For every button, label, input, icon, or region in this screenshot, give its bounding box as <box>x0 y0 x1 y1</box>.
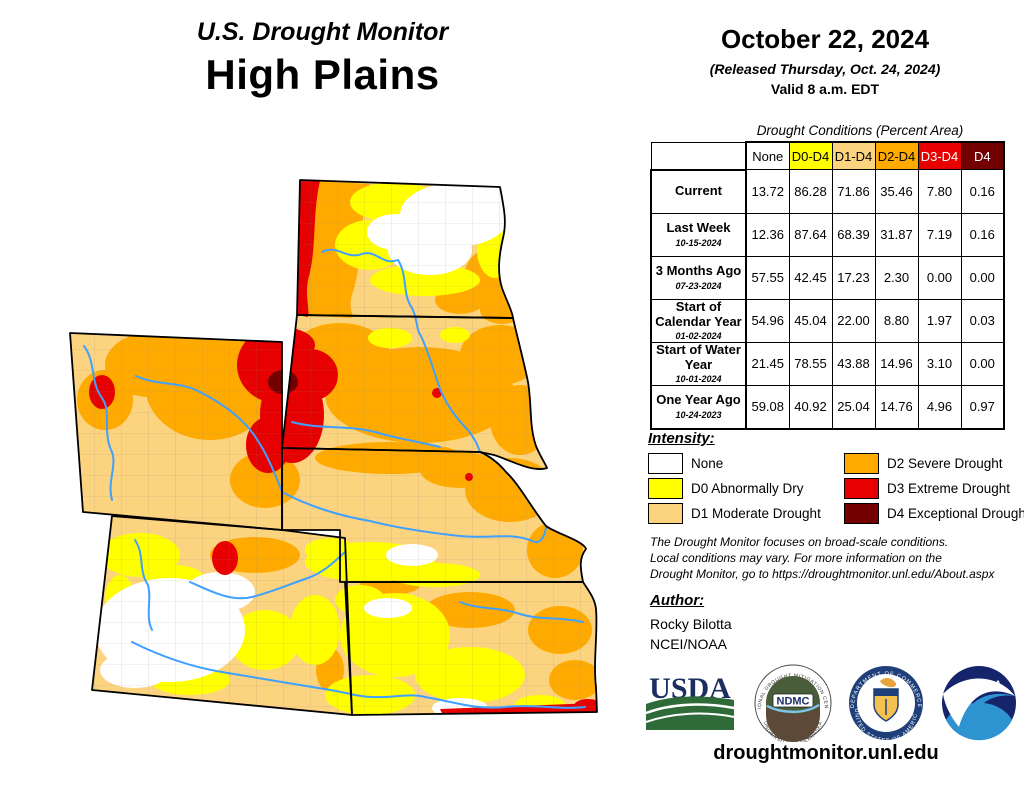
cell-sowy-d0: 78.55 <box>788 341 833 386</box>
drought-conditions-table: None D0-D4 D1-D4 D2-D4 D3-D4 D4 Current … <box>650 141 1005 430</box>
cell-socy-none: 54.96 <box>745 298 790 343</box>
valid-time: Valid 8 a.m. EDT <box>770 81 880 97</box>
col-header-none: None <box>745 141 790 170</box>
cell-sowy-none: 21.45 <box>745 341 790 386</box>
disclaimer-line-1: The Drought Monitor focuses on broad-sca… <box>650 535 949 549</box>
cell-sowy-d4: 0.00 <box>960 341 1005 386</box>
table-header-row: None D0-D4 D1-D4 D2-D4 D3-D4 D4 <box>650 141 1005 170</box>
cell-sowy-d3: 3.10 <box>917 341 962 386</box>
footer-url: droughtmonitor.unl.edu <box>713 742 939 764</box>
cell-3mo-d2: 2.30 <box>874 255 919 300</box>
cell-socy-d1: 22.00 <box>831 298 876 343</box>
cell-lastweek-d2: 31.87 <box>874 212 919 257</box>
col-header-d3-d4: D3-D4 <box>917 141 962 170</box>
d2-swatch <box>844 453 879 474</box>
date-block: October 22, 2024 (Released Thursday, Oct… <box>640 24 1010 97</box>
disclaimer-line-3: Drought Monitor, go to https://droughtmo… <box>650 567 995 581</box>
cell-lastweek-d4: 0.16 <box>960 212 1005 257</box>
report-title-region: High Plains <box>205 51 440 98</box>
drought-map-svg <box>69 179 598 716</box>
cell-lastweek-d1: 68.39 <box>831 212 876 257</box>
author-name: Rocky Bilotta <box>650 616 732 632</box>
cell-3mo-d1: 17.23 <box>831 255 876 300</box>
noaa-logo-icon: NOAA <box>942 666 1016 741</box>
legend-item-d2: D2 Severe Drought <box>844 453 1003 474</box>
row-label-current: Current <box>650 168 747 214</box>
d4-swatch <box>844 503 879 524</box>
d3-swatch <box>844 478 879 499</box>
cell-socy-d3: 1.97 <box>917 298 962 343</box>
disclaimer-line-2: Local conditions may vary. For more info… <box>650 551 942 565</box>
cell-3mo-d4: 0.00 <box>960 255 1005 300</box>
cell-socy-d2: 8.80 <box>874 298 919 343</box>
legend-item-d4: D4 Exceptional Drought <box>844 503 1024 524</box>
drought-fill-layers <box>70 180 597 715</box>
svg-text:NOAA: NOAA <box>975 679 1002 689</box>
author-heading: Author: <box>650 592 705 609</box>
table-row-current: Current 13.72 86.28 71.86 35.46 7.80 0.1… <box>650 168 1005 214</box>
table-row-start-calendar-year: Start of Calendar Year 01-02-2024 54.96 … <box>650 298 1005 343</box>
table-row-last-week: Last Week 10-15-2024 12.36 87.64 68.39 3… <box>650 212 1005 257</box>
row-label-3-months-ago: 3 Months Ago 07-23-2024 <box>650 255 747 300</box>
agency-logos: USDA NATIONAL DROUGHT MITIGATION CENTER … <box>642 664 1018 742</box>
d0-swatch <box>648 478 683 499</box>
released-date: (Released Thursday, Oct. 24, 2024) <box>709 61 941 77</box>
intensity-heading: Intensity: <box>648 430 715 447</box>
state-borders <box>69 179 598 716</box>
col-header-d1-d4: D1-D4 <box>831 141 876 170</box>
d1-swatch <box>648 503 683 524</box>
legend-item-d3: D3 Extreme Drought <box>844 478 1010 499</box>
cell-current-d3: 7.80 <box>917 169 962 214</box>
row-label-start-calendar-year: Start of Calendar Year 01-02-2024 <box>650 298 747 343</box>
cell-1yr-d0: 40.92 <box>788 384 833 430</box>
author-organization: NCEI/NOAA <box>650 636 728 652</box>
commerce-seal-icon: DEPARTMENT OF COMMERCE UNITED STATES OF … <box>849 666 923 741</box>
table-corner-cell <box>650 141 747 170</box>
legend-item-d0: D0 Abnormally Dry <box>648 478 804 499</box>
report-title: U.S. Drought Monitor High Plains <box>115 18 530 99</box>
row-label-start-water-year: Start of Water Year 10-01-2024 <box>650 341 747 386</box>
cell-socy-d0: 45.04 <box>788 298 833 343</box>
row-label-last-week: Last Week 10-15-2024 <box>650 212 747 257</box>
cell-3mo-d3: 0.00 <box>917 255 962 300</box>
table-row-3-months-ago: 3 Months Ago 07-23-2024 57.55 42.45 17.2… <box>650 255 1005 300</box>
col-header-d2-d4: D2-D4 <box>874 141 919 170</box>
cell-3mo-none: 57.55 <box>745 255 790 300</box>
col-header-d0-d4: D0-D4 <box>788 141 833 170</box>
svg-text:NDMC: NDMC <box>777 696 810 708</box>
usda-logo-icon: USDA <box>645 672 735 730</box>
cell-current-d1: 71.86 <box>831 169 876 214</box>
map-date: October 22, 2024 <box>720 24 930 54</box>
cell-socy-d4: 0.03 <box>960 298 1005 343</box>
table-caption: Drought Conditions (Percent Area) <box>756 123 964 138</box>
table-row-one-year-ago: One Year Ago 10-24-2023 59.08 40.92 25.0… <box>650 384 1005 430</box>
cell-current-d0: 86.28 <box>788 169 833 214</box>
cell-current-d4: 0.16 <box>960 169 1005 214</box>
cell-lastweek-none: 12.36 <box>745 212 790 257</box>
cell-1yr-none: 59.08 <box>745 384 790 430</box>
disclaimer-text: The Drought Monitor focuses on broad-sca… <box>650 534 1022 582</box>
cell-lastweek-d3: 7.19 <box>917 212 962 257</box>
col-header-d4: D4 <box>960 141 1005 170</box>
high-plains-drought-map <box>40 160 635 745</box>
cell-current-d2: 35.46 <box>874 169 919 214</box>
cell-sowy-d2: 14.96 <box>874 341 919 386</box>
cell-1yr-d4: 0.97 <box>960 384 1005 430</box>
cell-lastweek-d0: 87.64 <box>788 212 833 257</box>
county-boundaries-texture <box>70 180 597 715</box>
cell-3mo-d0: 42.45 <box>788 255 833 300</box>
legend-item-none: None <box>648 453 723 474</box>
cell-1yr-d2: 14.76 <box>874 384 919 430</box>
cell-1yr-d3: 4.96 <box>917 384 962 430</box>
report-title-line1: U.S. Drought Monitor <box>196 18 449 46</box>
cell-sowy-d1: 43.88 <box>831 341 876 386</box>
ndmc-logo-icon: NATIONAL DROUGHT MITIGATION CENTER UNIVE… <box>754 664 832 742</box>
table-row-start-water-year: Start of Water Year 10-01-2024 21.45 78.… <box>650 341 1005 386</box>
legend-item-d1: D1 Moderate Drought <box>648 503 821 524</box>
none-swatch <box>648 453 683 474</box>
cell-current-none: 13.72 <box>745 169 790 214</box>
row-label-one-year-ago: One Year Ago 10-24-2023 <box>650 384 747 430</box>
cell-1yr-d1: 25.04 <box>831 384 876 430</box>
